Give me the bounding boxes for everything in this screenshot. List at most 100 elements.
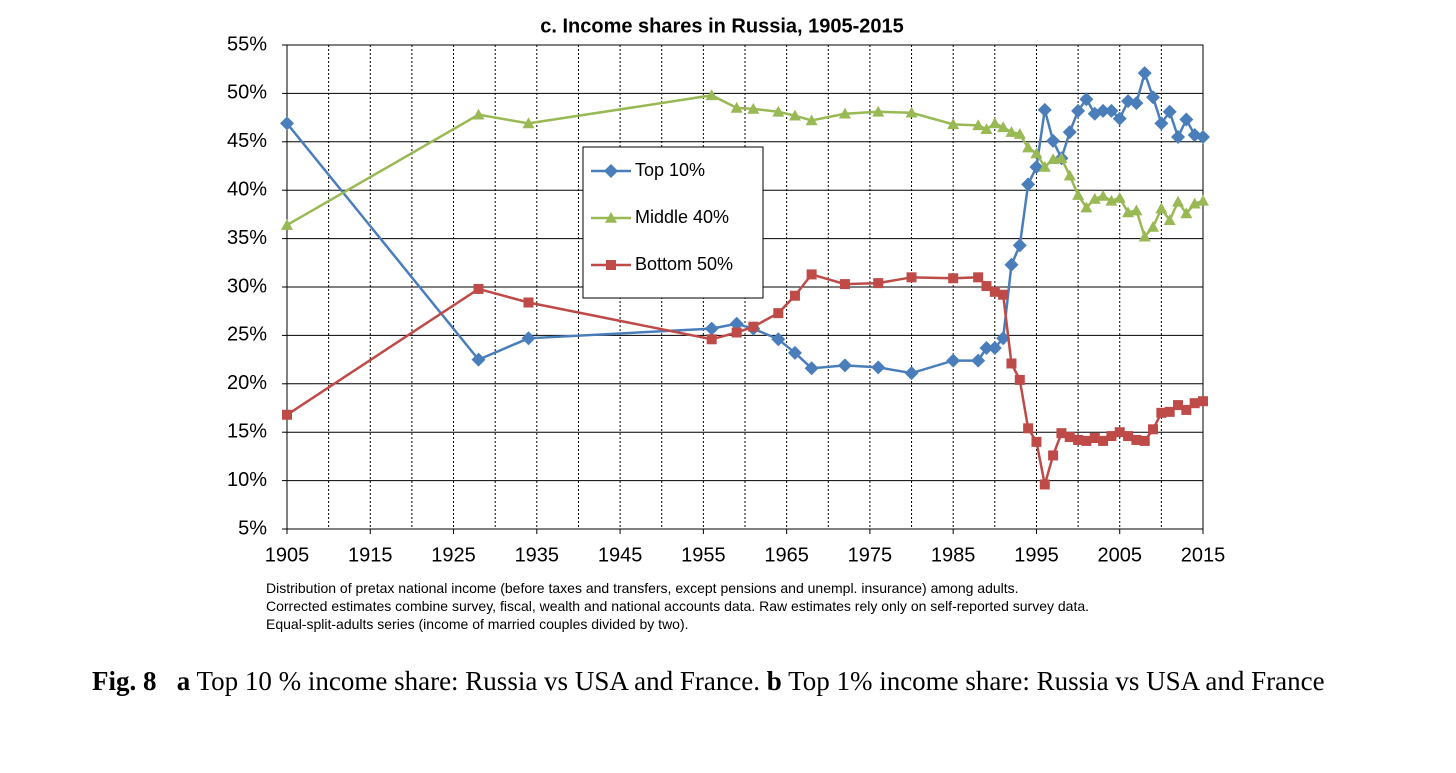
marker [1062, 125, 1077, 140]
marker [1112, 111, 1127, 126]
marker [805, 114, 818, 126]
marker [987, 340, 1002, 355]
y-tick-label: 55% [227, 33, 267, 55]
marker [1005, 126, 1018, 137]
marker [1063, 169, 1076, 181]
marker [1023, 423, 1034, 434]
y-tick-label: 35% [227, 227, 267, 249]
marker [1046, 133, 1061, 148]
marker [1088, 192, 1101, 204]
marker [787, 345, 802, 360]
marker [971, 353, 986, 368]
plot-area [286, 44, 1204, 530]
marker [522, 117, 535, 129]
marker [1098, 435, 1109, 446]
x-tick-label: 1935 [515, 544, 560, 566]
x-tick-label: 2005 [1097, 544, 1142, 566]
marker [1196, 129, 1210, 144]
marker [1004, 257, 1019, 272]
marker [772, 105, 785, 117]
marker [1156, 407, 1167, 418]
marker [979, 340, 994, 355]
marker [980, 123, 993, 135]
marker [1130, 204, 1143, 216]
marker [280, 116, 294, 131]
marker [523, 297, 534, 308]
marker [1080, 201, 1093, 213]
marker [946, 353, 961, 368]
marker [1113, 191, 1126, 203]
marker [1012, 238, 1027, 253]
marker [1089, 433, 1100, 444]
marker [1188, 197, 1201, 209]
marker [1105, 194, 1118, 206]
marker [747, 102, 760, 114]
marker [1197, 194, 1209, 206]
caption-text: Top 10 % income share: Russia vs USA and… [196, 666, 761, 696]
legend-label: Bottom 50% [635, 254, 733, 274]
y-tick-label: 50% [227, 82, 267, 104]
marker [872, 105, 885, 117]
marker [521, 331, 536, 346]
marker [1013, 128, 1026, 139]
legend-marker [605, 212, 617, 223]
marker [705, 89, 718, 101]
y-tick-label: 5% [238, 517, 267, 539]
marker [1039, 479, 1050, 490]
marker [906, 272, 917, 283]
marker [1137, 66, 1152, 81]
legend-label: Top 10% [635, 160, 705, 180]
marker [1154, 116, 1169, 131]
x-tick-label: 2015 [1181, 544, 1226, 566]
marker [1031, 436, 1042, 447]
marker [1139, 435, 1150, 446]
marker [1138, 230, 1151, 242]
x-tick-label: 1925 [431, 544, 476, 566]
marker [1038, 160, 1051, 172]
marker [281, 219, 293, 230]
marker [1179, 112, 1194, 127]
x-tick-label: 1995 [1014, 544, 1059, 566]
chart: c. Income shares in Russia, 1905-2015 5%… [227, 15, 1226, 566]
marker [1164, 406, 1175, 417]
marker [731, 327, 742, 338]
marker [838, 107, 851, 119]
marker [1097, 190, 1110, 201]
marker [1047, 153, 1060, 165]
marker [947, 118, 960, 130]
marker [1021, 177, 1036, 192]
marker [1146, 90, 1161, 105]
marker [1048, 450, 1059, 461]
marker [773, 308, 784, 319]
y-tick-label: 20% [227, 372, 267, 394]
y-tick-label: 10% [227, 469, 267, 491]
x-tick-label: 1955 [681, 544, 726, 566]
marker [997, 121, 1010, 133]
marker [1162, 104, 1177, 119]
marker [788, 109, 801, 121]
legend-marker [606, 260, 616, 270]
marker [704, 321, 719, 336]
marker [1073, 434, 1084, 445]
marker [1173, 400, 1184, 411]
marker [729, 316, 744, 331]
legend-label: Middle 40% [635, 207, 729, 227]
marker [1163, 214, 1176, 226]
marker [1037, 102, 1052, 117]
marker [1014, 374, 1025, 385]
series [281, 89, 1209, 242]
marker [972, 119, 985, 131]
marker [282, 409, 292, 420]
marker [1096, 103, 1111, 118]
marker [1079, 92, 1094, 107]
marker [1081, 435, 1092, 446]
y-tick-label: 30% [227, 275, 267, 297]
marker [1104, 103, 1119, 118]
marker [1147, 220, 1160, 232]
marker [1148, 424, 1159, 435]
marker [706, 334, 717, 345]
marker [988, 117, 1001, 129]
y-tick-label: 15% [227, 420, 267, 442]
x-tick-label: 1945 [598, 544, 643, 566]
marker [905, 106, 918, 118]
